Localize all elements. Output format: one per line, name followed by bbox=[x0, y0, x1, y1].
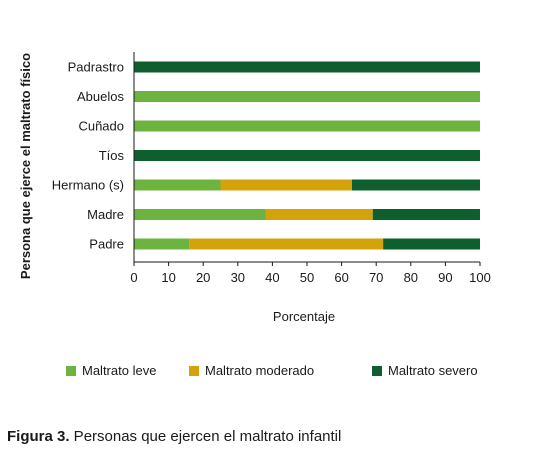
bar-hermano-s-maltrato-severo bbox=[351, 179, 480, 191]
x-tick-label: 80 bbox=[404, 270, 418, 285]
x-tick-label: 90 bbox=[438, 270, 452, 285]
x-tick-label: 70 bbox=[369, 270, 383, 285]
x-tick-label: 30 bbox=[231, 270, 245, 285]
legend-label-maltrato-severo: Maltrato severo bbox=[388, 363, 478, 378]
bar-madre-maltrato-moderado bbox=[265, 209, 373, 220]
legend-swatch-maltrato-moderado bbox=[189, 366, 199, 376]
bar-madre-maltrato-severo bbox=[372, 209, 480, 220]
legend: Maltrato leve Maltrato moderado Maltrato s… bbox=[66, 363, 478, 378]
bar-cunado-maltrato-leve bbox=[134, 120, 480, 132]
x-tick-label: 100 bbox=[469, 270, 491, 285]
bars-group bbox=[134, 61, 480, 250]
x-tick-label: 50 bbox=[300, 270, 314, 285]
bar-padrastro-maltrato-severo bbox=[134, 61, 480, 73]
bar-padre-maltrato-leve bbox=[134, 238, 190, 250]
legend-label-maltrato-leve: Maltrato leve bbox=[82, 363, 156, 378]
legend-swatch-maltrato-severo bbox=[372, 366, 382, 376]
bar-abuelos-maltrato-leve bbox=[134, 91, 480, 102]
x-tick-label: 0 bbox=[130, 270, 137, 285]
bar-tios-maltrato-severo bbox=[134, 150, 480, 161]
category-label: Padrastro bbox=[68, 60, 124, 75]
bar-padre-maltrato-moderado bbox=[189, 238, 384, 250]
bar-hermano-s-maltrato-leve bbox=[134, 179, 221, 191]
bar-madre-maltrato-leve bbox=[134, 209, 266, 220]
x-ticks: 0 10 20 30 40 50 60 70 80 90 100 bbox=[130, 262, 491, 285]
stacked-bar-chart: Padrastro Abuelos Cuñado Tíos Hermano (s) Mad… bbox=[18, 52, 491, 378]
legend-label-maltrato-moderado: Maltrato moderado bbox=[205, 363, 314, 378]
category-label: Cuñado bbox=[78, 119, 124, 134]
category-label: Madre bbox=[87, 207, 124, 222]
figure-caption: Figura 3. Personas que ejercen el maltra… bbox=[7, 428, 341, 445]
x-tick-label: 20 bbox=[196, 270, 210, 285]
category-label: Hermano (s) bbox=[52, 178, 124, 193]
caption-label: Figura 3. bbox=[7, 428, 70, 445]
x-tick-label: 10 bbox=[161, 270, 175, 285]
y-axis-title: Persona que ejerce el maltrato físico bbox=[18, 53, 33, 279]
category-label: Padre bbox=[89, 237, 124, 252]
category-label: Tíos bbox=[99, 148, 125, 163]
legend-swatch-maltrato-leve bbox=[66, 366, 76, 376]
bar-padre-maltrato-severo bbox=[383, 238, 480, 250]
x-axis-title: Porcentaje bbox=[273, 309, 335, 324]
category-label: Abuelos bbox=[77, 89, 124, 104]
x-tick-label: 40 bbox=[265, 270, 279, 285]
caption-text: Personas que ejercen el maltrato infanti… bbox=[69, 428, 342, 445]
category-labels: Padrastro Abuelos Cuñado Tíos Hermano (s) Mad… bbox=[52, 60, 125, 252]
x-tick-label: 60 bbox=[334, 270, 348, 285]
bar-hermano-s-maltrato-moderado bbox=[220, 179, 352, 191]
